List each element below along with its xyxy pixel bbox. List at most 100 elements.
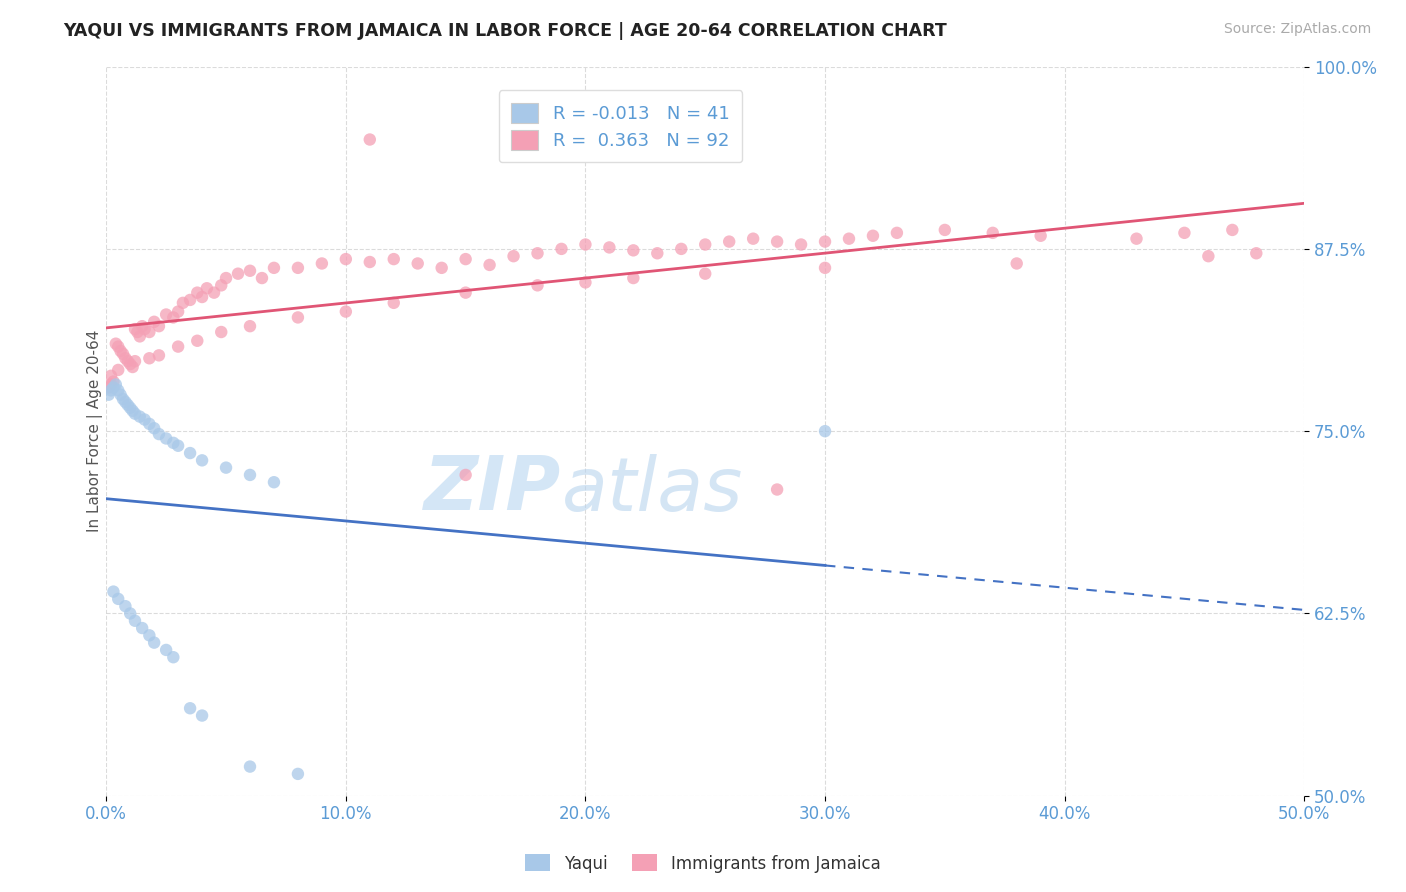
Point bbox=[621, 271, 644, 285]
Point bbox=[110, 388, 132, 402]
Point bbox=[100, 377, 122, 392]
Text: atlas: atlas bbox=[561, 453, 742, 525]
Point bbox=[162, 650, 184, 665]
Point bbox=[114, 351, 136, 366]
Point bbox=[215, 271, 238, 285]
Point bbox=[1246, 246, 1268, 260]
Point bbox=[111, 392, 134, 406]
Point bbox=[1197, 249, 1219, 263]
Point bbox=[128, 329, 150, 343]
Text: ZIP: ZIP bbox=[425, 453, 561, 526]
Point bbox=[155, 308, 177, 322]
Point bbox=[454, 252, 477, 266]
Point bbox=[104, 336, 127, 351]
Point bbox=[131, 319, 153, 334]
Y-axis label: In Labor Force | Age 20-64: In Labor Force | Age 20-64 bbox=[87, 330, 103, 533]
Point bbox=[574, 118, 596, 132]
Point bbox=[120, 401, 142, 415]
Point bbox=[124, 407, 146, 421]
Point bbox=[114, 395, 136, 409]
Point bbox=[454, 467, 477, 482]
Point bbox=[191, 453, 214, 467]
Point bbox=[117, 398, 139, 412]
Point bbox=[1029, 228, 1052, 243]
Point bbox=[162, 435, 184, 450]
Point bbox=[167, 304, 190, 318]
Point bbox=[250, 271, 273, 285]
Point bbox=[215, 460, 238, 475]
Point bbox=[287, 260, 309, 275]
Point bbox=[647, 246, 669, 260]
Point bbox=[97, 380, 120, 394]
Point bbox=[239, 264, 262, 278]
Point bbox=[695, 267, 717, 281]
Point bbox=[117, 354, 139, 368]
Point bbox=[179, 446, 201, 460]
Point bbox=[110, 343, 132, 358]
Point bbox=[766, 235, 789, 249]
Point bbox=[107, 363, 129, 377]
Point bbox=[550, 242, 572, 256]
Point bbox=[191, 708, 214, 723]
Point bbox=[143, 315, 166, 329]
Point bbox=[124, 322, 146, 336]
Point bbox=[131, 621, 153, 635]
Point bbox=[148, 319, 170, 334]
Point bbox=[621, 244, 644, 258]
Point bbox=[191, 290, 214, 304]
Point bbox=[239, 759, 262, 773]
Point bbox=[100, 368, 122, 383]
Point bbox=[103, 584, 125, 599]
Point bbox=[120, 357, 142, 371]
Point bbox=[179, 701, 201, 715]
Point bbox=[107, 384, 129, 398]
Point bbox=[121, 359, 143, 374]
Point bbox=[742, 232, 765, 246]
Point bbox=[287, 310, 309, 325]
Point bbox=[1220, 223, 1243, 237]
Point bbox=[114, 599, 136, 614]
Point bbox=[287, 767, 309, 781]
Text: YAQUI VS IMMIGRANTS FROM JAMAICA IN LABOR FORCE | AGE 20-64 CORRELATION CHART: YAQUI VS IMMIGRANTS FROM JAMAICA IN LABO… bbox=[63, 22, 948, 40]
Point bbox=[134, 322, 156, 336]
Point bbox=[209, 325, 232, 339]
Point bbox=[526, 278, 548, 293]
Point bbox=[155, 643, 177, 657]
Point bbox=[886, 226, 908, 240]
Point bbox=[862, 228, 884, 243]
Text: Source: ZipAtlas.com: Source: ZipAtlas.com bbox=[1223, 22, 1371, 37]
Point bbox=[790, 237, 813, 252]
Point bbox=[526, 246, 548, 260]
Point bbox=[209, 278, 232, 293]
Point bbox=[981, 226, 1004, 240]
Point bbox=[406, 256, 429, 270]
Point bbox=[202, 285, 225, 300]
Point bbox=[186, 334, 208, 348]
Point bbox=[695, 237, 717, 252]
Point bbox=[1125, 232, 1147, 246]
Point bbox=[502, 249, 524, 263]
Point bbox=[359, 132, 381, 146]
Point bbox=[128, 409, 150, 424]
Point bbox=[454, 285, 477, 300]
Point bbox=[172, 296, 194, 310]
Point bbox=[814, 424, 837, 438]
Point bbox=[134, 412, 156, 426]
Point bbox=[124, 354, 146, 368]
Point bbox=[121, 403, 143, 417]
Point bbox=[263, 475, 285, 490]
Point bbox=[103, 375, 125, 389]
Point bbox=[766, 483, 789, 497]
Point bbox=[838, 232, 860, 246]
Point bbox=[239, 319, 262, 334]
Point bbox=[111, 347, 134, 361]
Point bbox=[167, 340, 190, 354]
Point bbox=[138, 325, 160, 339]
Point bbox=[155, 432, 177, 446]
Point bbox=[195, 281, 218, 295]
Point bbox=[162, 310, 184, 325]
Point bbox=[226, 267, 249, 281]
Point bbox=[104, 377, 127, 392]
Point bbox=[263, 260, 285, 275]
Point bbox=[430, 260, 453, 275]
